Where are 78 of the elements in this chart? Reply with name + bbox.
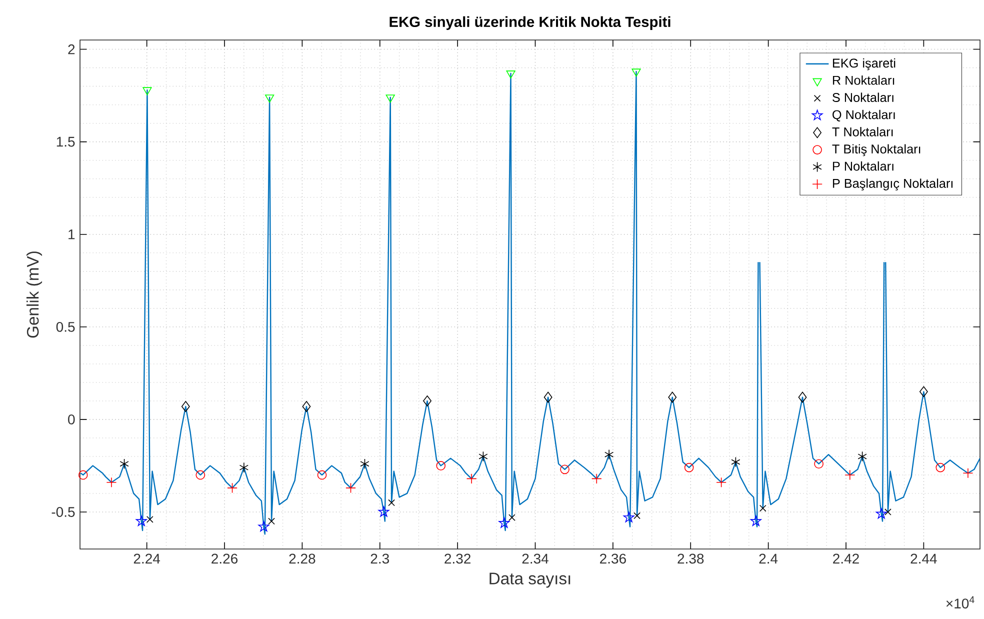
point: [268, 518, 275, 525]
point: [962, 468, 974, 478]
y-tick-label: 2: [68, 44, 75, 54]
legend-label: T Bitiş Noktaları: [832, 144, 920, 156]
text: ×10$^{4}$: [946, 596, 974, 608]
point: [668, 392, 677, 403]
point: [317, 470, 327, 480]
point: [478, 451, 488, 462]
x-tick-label: 2.26: [212, 554, 238, 564]
point: [120, 458, 129, 470]
x-tick-label: 2.36: [600, 554, 626, 564]
x-tick-label: 2.34: [522, 554, 548, 564]
point: [258, 521, 270, 532]
point: [759, 504, 766, 512]
legend-label: EKG işareti: [832, 58, 896, 70]
point: [423, 395, 432, 406]
point: [814, 459, 824, 469]
point: [196, 470, 206, 480]
point: [142, 87, 152, 96]
point: [466, 473, 477, 484]
point: [498, 517, 510, 528]
y-axis-title: Genlik (mV): [26, 252, 42, 338]
y-tick-label: 1.5: [56, 136, 75, 147]
legend-label: Q Noktaları: [832, 110, 895, 122]
point: [78, 470, 88, 480]
point: [508, 514, 516, 521]
point: [265, 94, 274, 103]
point: [604, 449, 614, 460]
legend-label: P Noktaları: [832, 161, 894, 171]
point: [591, 473, 602, 484]
point: [106, 477, 117, 488]
legend-label: P Başlangıç Noktaları: [832, 178, 953, 190]
legend-label: R Noktaları: [832, 76, 894, 85]
x-tick-label: 2.38: [678, 554, 704, 564]
point: [239, 462, 248, 473]
y-tick-label: 0: [68, 414, 75, 424]
point: [146, 516, 154, 523]
x-tick-label: 2.3: [370, 554, 389, 564]
point: [436, 461, 446, 470]
y-tick-label: 0.5: [56, 322, 75, 332]
x-tick-label: 2.32: [444, 554, 470, 564]
point: [378, 506, 390, 517]
point: [623, 512, 634, 522]
point: [346, 482, 356, 494]
point: [716, 477, 727, 488]
legend-label: S Noktaları: [832, 92, 894, 102]
x-tick-label: 2.28: [289, 554, 316, 564]
point: [506, 70, 516, 79]
x-tick-label: 2.24: [134, 554, 160, 564]
point: [386, 94, 395, 103]
x-axis-title: Data sayısı: [490, 572, 570, 588]
x-tick-label: 2.44: [910, 554, 937, 564]
point: [388, 499, 395, 506]
point: [798, 392, 807, 403]
point: [936, 462, 946, 472]
point: [302, 401, 311, 412]
x-tick-label: 2.42: [833, 554, 859, 564]
point: [181, 401, 190, 412]
point: [227, 482, 238, 494]
y-tick-label: 1: [68, 230, 75, 240]
point: [750, 516, 762, 526]
point: [560, 464, 570, 474]
point: [919, 386, 928, 398]
x-tick-label: 2.4: [759, 554, 778, 564]
point: [731, 456, 740, 468]
chart-title: EKG sinyali üzerinde Kritik Nokta Tespiti: [390, 16, 670, 30]
point: [876, 508, 887, 519]
legend-label: T Noktaları: [832, 127, 893, 136]
point: [684, 462, 694, 472]
point: [632, 68, 641, 77]
point: [136, 516, 147, 526]
y-tick-label: -0.5: [52, 507, 75, 517]
point: [544, 392, 552, 403]
point: [360, 458, 370, 470]
point: [858, 451, 867, 462]
point: [884, 508, 892, 516]
point: [844, 470, 856, 480]
point: [634, 512, 640, 520]
